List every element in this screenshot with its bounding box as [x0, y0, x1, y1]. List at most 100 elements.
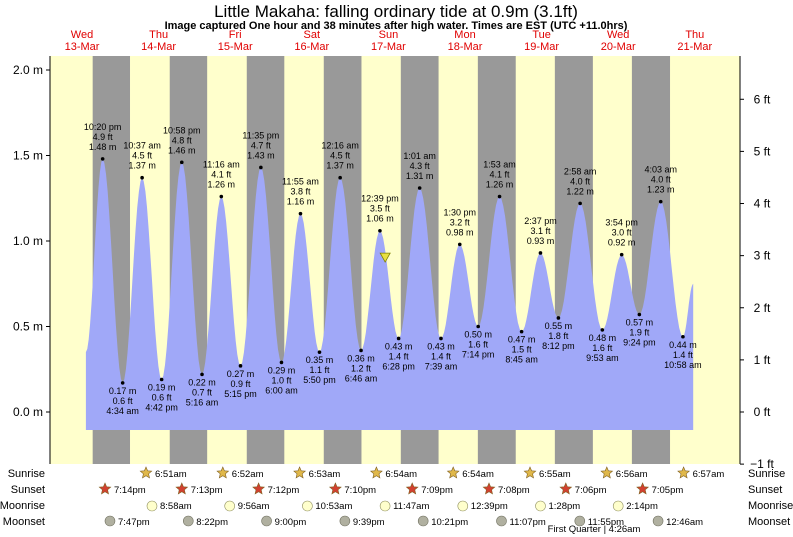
tide-label: 4.7 ft: [251, 140, 272, 150]
tide-point: [378, 228, 382, 233]
tide-label: 4.9 ft: [93, 132, 114, 142]
tide-label: 8:12 pm: [542, 341, 575, 351]
sunset-icon: [328, 482, 342, 495]
tide-curve: [85, 158, 694, 430]
tide-point: [538, 251, 543, 255]
sunrise-icon: [446, 466, 460, 479]
tide-point: [658, 199, 663, 204]
y-tick-label-m: 1.5 m: [13, 149, 43, 163]
sunrise-icon: [216, 466, 230, 479]
tide-label: 12:39 pm: [361, 194, 399, 204]
sunrise-time: 6:55am: [539, 469, 571, 480]
row-label-right: Moonrise: [748, 500, 793, 512]
sunrise-time: 6:56am: [616, 469, 648, 480]
tide-label: 1.6 ft: [468, 340, 489, 350]
tide-point: [259, 165, 263, 170]
sunset-icon: [559, 482, 573, 495]
sunrise-icon: [677, 466, 691, 479]
moonrise-time: 12:39pm: [471, 501, 508, 512]
tide-label: 1.26 m: [486, 180, 514, 190]
y-tick-label-ft: 5 ft: [754, 144, 771, 158]
sunset-time: 7:06pm: [575, 485, 607, 496]
date-label: 15-Mar: [218, 41, 253, 53]
y-tick-label-ft: 4 ft: [754, 197, 771, 211]
sunrise-time: 6:51am: [155, 469, 187, 480]
tide-label: 1:01 am: [403, 151, 436, 161]
moonrise-icon: [379, 500, 391, 512]
sunset-time: 7:08pm: [498, 485, 530, 496]
tide-point: [417, 186, 422, 190]
sunrise-time: 6:54am: [462, 469, 494, 480]
moonrise-time: 11:47am: [393, 501, 429, 512]
moonset-time: 8:22pm: [196, 517, 228, 528]
moonrise-time: 9:56am: [238, 501, 270, 512]
tide-point: [279, 360, 284, 365]
date-label: 19-Mar: [524, 41, 559, 53]
tide-label: 4.0 ft: [570, 176, 591, 186]
tide-label: 10:58 pm: [163, 125, 201, 135]
sunrise-time: 6:54am: [385, 469, 417, 480]
tide-label: 4.0 ft: [651, 175, 672, 185]
tide-point: [200, 372, 204, 377]
current-level-marker: [379, 252, 391, 263]
day-label: Mon: [454, 29, 475, 41]
tide-label: 10:37 am: [123, 141, 161, 151]
tide-point: [219, 194, 224, 199]
day-label: Fri: [229, 29, 242, 41]
tide-label: 5:16 am: [186, 397, 219, 407]
moonrise-time: 1:28pm: [549, 501, 581, 512]
tide-label: 0.43 m: [385, 341, 413, 351]
sunset-icon: [405, 482, 419, 495]
date-label: 17-Mar: [371, 41, 406, 53]
tide-point: [359, 348, 363, 353]
day-label: Sat: [304, 29, 321, 41]
tide-label: 9:24 pm: [623, 338, 656, 348]
tide-point: [457, 242, 462, 247]
tide-point: [439, 336, 443, 341]
row-label-left: Moonrise: [0, 500, 45, 512]
tide-label: 0.44 m: [669, 340, 697, 350]
sunrise-time: 6:57am: [693, 469, 725, 480]
y-tick-label-ft: 2 ft: [754, 301, 771, 315]
tide-point: [338, 175, 342, 180]
day-label: Wed: [607, 29, 629, 41]
tide-label: 3.0 ft: [612, 228, 633, 238]
chart-subtitle: Image captured One hour and 38 minutes a…: [165, 20, 628, 32]
sunset-icon: [636, 482, 650, 495]
tide-label: 0.7 ft: [192, 387, 213, 397]
day-label: Wed: [71, 29, 93, 41]
sunrise-icon: [523, 466, 537, 479]
tide-point: [578, 201, 582, 206]
sunset-time: 7:10pm: [344, 485, 376, 496]
tide-label: 2:37 pm: [524, 216, 557, 226]
moonset-time: 9:00pm: [275, 517, 307, 528]
tide-label: 8:45 am: [505, 355, 538, 365]
tide-label: 4.1 ft: [490, 170, 511, 180]
moonset-time: 9:39pm: [353, 517, 385, 528]
y-tick-label-ft: 0 ft: [754, 405, 771, 419]
date-label: 14-Mar: [141, 41, 176, 53]
day-label: Thu: [685, 29, 704, 41]
tide-label: 1.0 ft: [271, 375, 292, 385]
chart-title: Little Makaha: falling ordinary tide at …: [214, 2, 578, 21]
tide-label: 0.55 m: [545, 321, 573, 331]
date-label: 21-Mar: [677, 41, 712, 53]
moonrise-time: 2:14pm: [626, 501, 658, 512]
tide-label: 0.92 m: [608, 238, 636, 248]
sunrise-time: 6:52am: [232, 469, 264, 480]
tide-label: 1.46 m: [168, 145, 196, 155]
tide-label: 7:39 am: [425, 361, 458, 371]
tide-label: 10:58 am: [664, 360, 702, 370]
row-label-left: Sunset: [11, 484, 45, 496]
tide-point: [396, 336, 401, 341]
tide-label: 1.31 m: [406, 171, 434, 181]
tide-label: 0.57 m: [626, 318, 654, 328]
tide-point: [556, 316, 561, 320]
row-label-right: Moonset: [748, 516, 790, 528]
moonset-icon: [183, 515, 194, 527]
tide-label: 1.4 ft: [389, 351, 410, 361]
tide-label: 11:35 pm: [242, 130, 279, 140]
tide-label: 0.35 m: [306, 355, 334, 365]
tide-point: [179, 160, 184, 165]
